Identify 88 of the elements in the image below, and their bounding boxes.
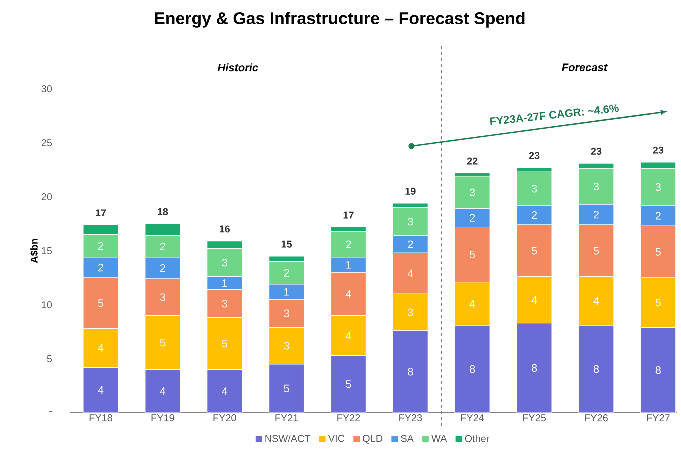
data-label: 2 [346, 240, 352, 248]
data-label: 5 [656, 299, 661, 307]
data-label: 5 [470, 250, 476, 259]
data-label: 4 [346, 332, 352, 340]
data-label: 8 [594, 365, 600, 374]
x-tick-label: FY23 [400, 414, 422, 422]
data-label: 8 [470, 365, 476, 374]
y-tick-label: 10 [42, 301, 52, 309]
legend-label: NSW/ACT [266, 435, 311, 442]
data-label: 2 [656, 212, 661, 220]
data-label: 2 [160, 264, 166, 272]
y-tick-label: 5 [47, 356, 52, 362]
y-tick-label: 15 [42, 248, 52, 254]
data-label: 5 [98, 300, 104, 308]
y-tick-label: - [50, 411, 52, 412]
data-label: 5 [594, 247, 600, 255]
data-label: 3 [160, 294, 166, 302]
data-label: 3 [532, 185, 538, 193]
x-tick-label: FY27 [647, 414, 670, 422]
data-label: 4 [470, 300, 476, 308]
x-tick-label: FY22 [338, 414, 360, 422]
total-label: 22 [467, 158, 478, 165]
data-label: 4 [594, 297, 600, 305]
data-label: 2 [160, 242, 166, 251]
data-label: 4 [160, 388, 166, 396]
x-tick-label: FY18 [90, 414, 112, 422]
data-label: 5 [532, 247, 538, 255]
x-tick-label: FY21 [276, 414, 298, 422]
legend-label: WA [432, 435, 448, 442]
data-label: 3 [470, 188, 476, 197]
data-label: 4 [98, 386, 104, 394]
data-label: 3 [408, 308, 414, 316]
data-label: 1 [222, 280, 228, 288]
total-label: 18 [158, 208, 168, 216]
legend-label: SA [401, 435, 414, 442]
x-tick-label: FY26 [585, 414, 608, 422]
data-label: 8 [532, 364, 538, 372]
data-label: 2 [532, 212, 538, 220]
data-label: 3 [408, 218, 414, 226]
x-tick-label: FY19 [152, 414, 174, 422]
x-tick-label: FY24 [462, 414, 484, 422]
x-tick-label: FY25 [523, 414, 546, 422]
data-label: 2 [284, 269, 290, 277]
data-label: 1 [284, 288, 290, 296]
y-axis-title: A$bn [30, 239, 39, 264]
data-label: 3 [284, 310, 290, 318]
data-label: 2 [98, 242, 104, 250]
total-label: 15 [282, 240, 292, 248]
legend-label: VIC [328, 435, 345, 442]
data-label: 2 [98, 264, 104, 272]
x-tick-label: FY20 [214, 414, 236, 422]
data-label: 5 [222, 340, 228, 348]
text: Forecast [562, 64, 608, 72]
data-label: 3 [656, 183, 661, 192]
text: Historic [218, 64, 258, 72]
data-label: 4 [532, 296, 538, 304]
total-label: 19 [406, 188, 416, 195]
data-label: 8 [656, 366, 661, 374]
total-label: 23 [529, 152, 540, 160]
y-tick-label: 25 [42, 139, 52, 147]
y-tick-label: 30 [42, 85, 52, 93]
data-label: 2 [470, 214, 476, 222]
total-label: 23 [653, 146, 664, 154]
data-label: 5 [284, 384, 290, 393]
data-label: 5 [160, 338, 166, 347]
legend-label: Other [465, 435, 490, 442]
data-label: 4 [222, 388, 228, 396]
data-label: 8 [408, 368, 414, 376]
total-label: 17 [96, 210, 106, 217]
data-label: 3 [222, 259, 228, 267]
total-label: 16 [220, 226, 230, 233]
data-label: 4 [408, 270, 414, 278]
data-label: 3 [284, 342, 290, 350]
legend-label: QLD [363, 435, 383, 444]
data-label: 2 [408, 240, 414, 248]
annotation: FY23A-27F CAGR: ~4.6% [490, 104, 619, 126]
total-label: 23 [591, 148, 602, 155]
data-label: 4 [346, 290, 352, 298]
data-label: 1 [346, 261, 352, 269]
data-label: 5 [656, 248, 661, 256]
data-label: 4 [98, 344, 104, 352]
total-label: 17 [344, 212, 354, 219]
data-label: 3 [594, 182, 600, 191]
data-label: 3 [222, 300, 228, 308]
chart-title: Energy & Gas Infrastructure – Forecast Spend [155, 12, 525, 28]
y-tick-label: 20 [42, 193, 52, 201]
data-label: 5 [346, 380, 352, 388]
data-label: 2 [594, 211, 599, 219]
